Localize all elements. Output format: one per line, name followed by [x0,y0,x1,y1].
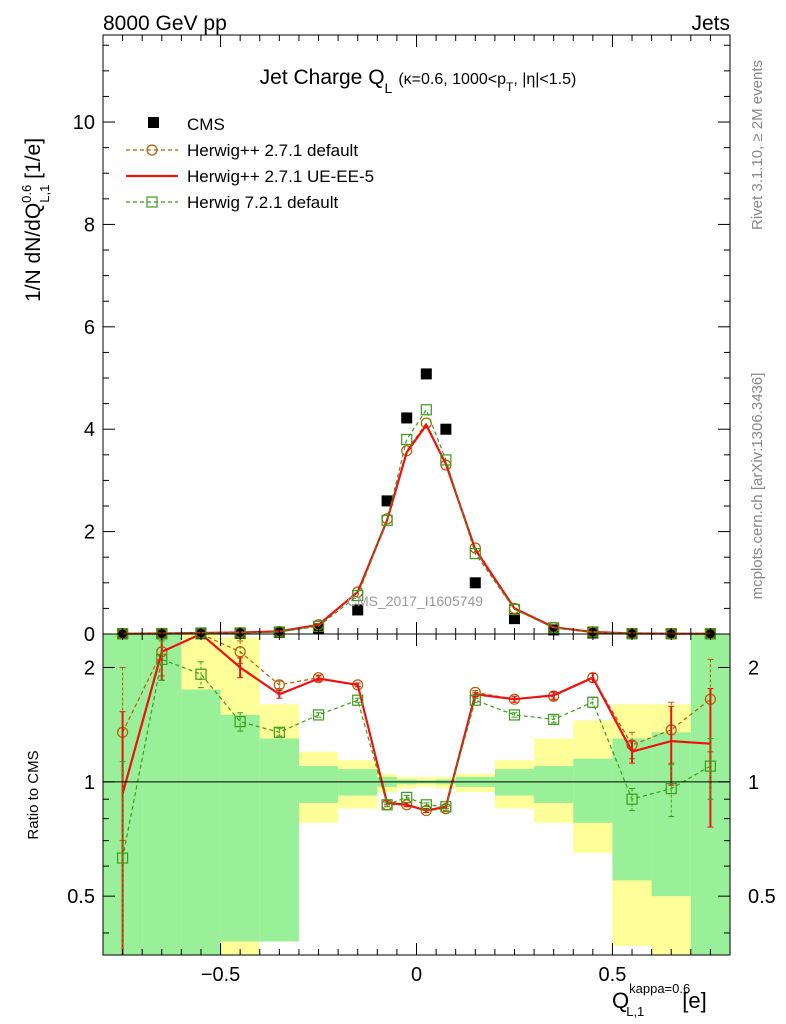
ratio-y-tick-label-right-0: 0.5 [748,886,776,908]
ratio-y-tick-label-left-2: 2 [84,657,95,679]
x-tick-label-0: −0.5 [201,964,240,986]
legend-marker-herwig72 [146,196,158,208]
ratio-line-series-2 [122,658,711,859]
ratio-x-axis-label: Qkappa=0.6 L,1 [e] [612,981,707,1019]
ratio-point-s0-5 [312,672,325,684]
band-green-bin-13 [534,766,574,803]
ratio-line-series-1 [121,632,711,812]
band-green-bin-3 [220,714,260,942]
ratio-y-tick-label-right-1: 1 [748,772,759,794]
main-point-s1-9 [420,417,432,429]
mcplots-credit-text: mcplots.cern.ch [arXiv:1306.3436] [749,373,766,600]
main-point-s3-11 [469,548,481,560]
main-point-s3-12 [508,603,521,616]
main-y-axis-label: 1/N dN/dQ0.6 L,1 [1/e] [19,138,52,302]
ratio-point-s0-14 [587,672,599,684]
ratio-point-s2-2 [195,668,207,680]
ratio-y-axis-label: Ratio to CMS [25,750,42,839]
cms-point-6 [352,604,364,616]
ratio-point-s2-15 [626,793,638,805]
cms-point-11 [469,577,481,589]
cms-point-9 [420,368,432,380]
main-line-series-2 [122,422,711,635]
band-green-bin-4 [259,738,299,942]
ratio-point-s2-17 [704,760,717,772]
ratio-point-s2-5 [312,709,325,721]
main-point-s3-10 [440,454,452,466]
legend: CMS Herwig++ 2.7.1 default Herwig++ 2.7.… [126,115,374,212]
ratio-series [116,632,717,956]
legend-label-herwig-ueee5: Herwig++ 2.7.1 UE-EE-5 [187,167,374,186]
rivet-version-text: Rivet 3.1.10, ≥ 2M events [749,60,766,230]
main-y-tick-label-5: 10 [73,112,95,134]
main-point-s3-6 [352,590,364,602]
legend-label-cms: CMS [187,115,225,134]
cms-point-8 [401,412,413,424]
legend-label-herwig-default: Herwig++ 2.7.1 default [187,141,358,160]
ratio-uncertainty-bands [103,634,730,955]
ratio-point-s2-16 [665,782,677,795]
ratio-point-s2-8 [401,791,413,803]
ratio-point-s0-3 [234,646,246,658]
cms-point-7 [381,495,393,507]
legend-label-herwig72: Herwig 7.2.1 default [187,193,338,212]
main-y-tick-label-0: 0 [84,624,95,646]
main-point-s3-7 [381,514,393,526]
x-tick-label-2: 0.5 [599,964,627,986]
ratio-point-s2-7 [381,799,393,811]
main-line-series-3 [122,408,711,635]
main-y-tick-label-2: 4 [84,419,95,441]
band-green-bin-2 [181,689,221,955]
main-y-tick-label-4: 8 [84,214,95,236]
band-green-bin-12 [494,769,535,796]
main-point-s3-9 [420,404,432,416]
ratio-y-tick-label-left-0: 0.5 [67,886,95,908]
ratio-y-tick-label-left-1: 1 [84,772,95,794]
main-y-tick-label-1: 2 [84,522,95,544]
analysis-tag: CMS_2017_I1605749 [347,593,483,609]
ratio-point-s0-4 [273,679,285,691]
ratio-point-s2-13 [548,713,560,725]
ratio-y-tick-label-right-2: 2 [748,657,759,679]
ratio-point-s2-0 [116,852,129,864]
main-y-tick-label-3: 6 [84,317,95,339]
ratio-point-s2-9 [420,799,432,811]
legend-marker-cms [148,117,159,128]
cms-point-12 [508,613,520,625]
cms-point-10 [440,423,452,435]
ratio-point-s2-4 [273,726,285,738]
ratio-point-s2-12 [508,709,521,721]
band-green-bin-1 [142,634,182,955]
main-title: Jet Charge QL (κ=0.6, 1000<pT, |η|<1.5) [260,66,577,96]
ratio-point-s2-14 [587,696,599,708]
x-tick-label-1: 0 [411,964,422,986]
ratio-point-s2-10 [440,801,452,813]
axis-ticks: 0 2 4 6 8 10 0.5 0.5 1 1 2 2 −0.5 0 0.5 [67,35,776,986]
ratio-point-s2-6 [352,694,364,706]
band-green-bin-14 [573,758,613,823]
band-green-bin-5 [298,766,339,803]
header-right: Jets [691,12,730,35]
ratio-point-s2-3 [234,716,246,728]
ratio-point-s2-1 [156,653,168,666]
band-green-bin-6 [338,769,378,796]
main-point-s3-8 [401,433,413,446]
ratio-point-s2-11 [469,694,481,706]
legend-marker-herwig-default [146,144,158,156]
header-left: 8000 GeV pp [103,12,227,35]
